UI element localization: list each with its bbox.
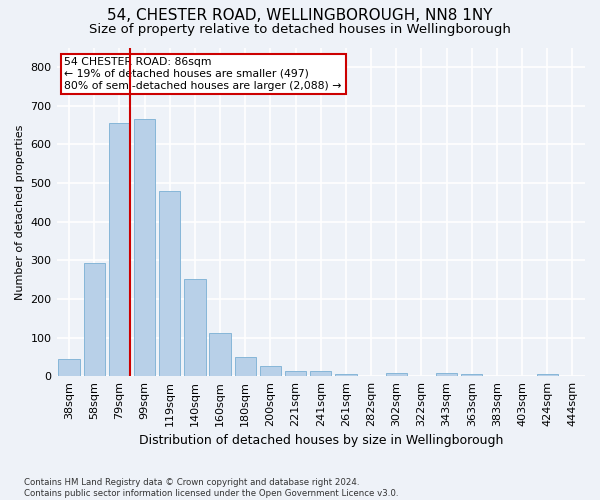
Y-axis label: Number of detached properties: Number of detached properties — [15, 124, 25, 300]
Bar — [109, 123, 130, 376]
Text: Size of property relative to detached houses in Wellingborough: Size of property relative to detached ho… — [89, 22, 511, 36]
Bar — [310, 371, 331, 376]
Bar — [83, 263, 105, 376]
Bar — [461, 374, 482, 376]
Bar — [134, 119, 155, 376]
Bar — [436, 372, 457, 376]
Text: 54, CHESTER ROAD, WELLINGBOROUGH, NN8 1NY: 54, CHESTER ROAD, WELLINGBOROUGH, NN8 1N… — [107, 8, 493, 22]
X-axis label: Distribution of detached houses by size in Wellingborough: Distribution of detached houses by size … — [139, 434, 503, 448]
Bar — [209, 333, 231, 376]
Bar — [159, 192, 181, 376]
Bar — [335, 374, 356, 376]
Text: Contains HM Land Registry data © Crown copyright and database right 2024.
Contai: Contains HM Land Registry data © Crown c… — [24, 478, 398, 498]
Bar — [536, 374, 558, 376]
Bar — [184, 278, 206, 376]
Bar — [285, 371, 307, 376]
Bar — [58, 359, 80, 376]
Text: 54 CHESTER ROAD: 86sqm
← 19% of detached houses are smaller (497)
80% of semi-de: 54 CHESTER ROAD: 86sqm ← 19% of detached… — [64, 58, 342, 90]
Bar — [260, 366, 281, 376]
Bar — [235, 357, 256, 376]
Bar — [386, 373, 407, 376]
